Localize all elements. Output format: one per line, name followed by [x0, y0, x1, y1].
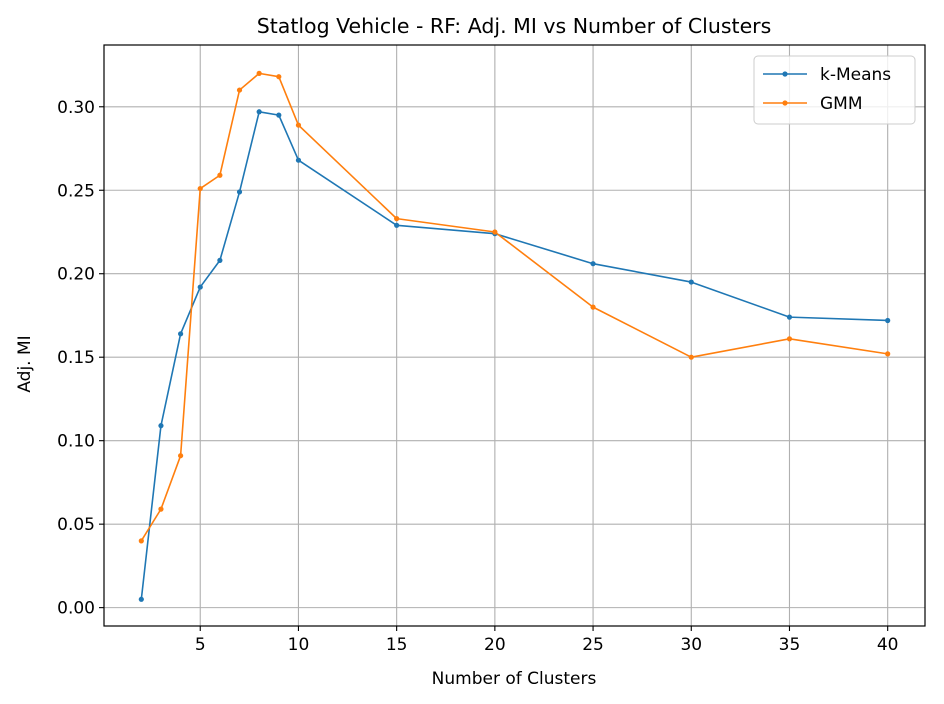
- data-point-gmm: [158, 506, 164, 512]
- data-point-k-means: [217, 257, 223, 263]
- data-point-k-means: [394, 222, 400, 228]
- data-point-k-means: [256, 109, 262, 115]
- data-point-gmm: [590, 304, 596, 310]
- data-point-gmm: [276, 74, 282, 80]
- data-point-gmm: [256, 70, 262, 76]
- plot-frame: [103, 44, 926, 627]
- y-axis: 0.00 0.05 0.10 0.15 0.20 0.25 0.30: [57, 98, 104, 619]
- y-tick-label: 0.00: [57, 599, 95, 619]
- data-point-gmm: [217, 172, 223, 178]
- data-point-k-means: [158, 423, 164, 429]
- data-point-k-means: [590, 261, 596, 267]
- x-tick-label: 25: [582, 635, 604, 655]
- legend-label-gmm: GMM: [820, 94, 863, 114]
- y-tick-label: 0.25: [57, 181, 95, 201]
- data-point-k-means: [138, 596, 144, 602]
- y-tick-label: 0.10: [57, 432, 95, 452]
- legend-box: [753, 55, 916, 125]
- x-tick-label: 10: [288, 635, 310, 655]
- grid: [104, 45, 925, 626]
- data-point-k-means: [885, 317, 891, 324]
- data-point-gmm: [688, 354, 694, 360]
- data-point-k-means: [178, 331, 184, 337]
- legend-marker-k-means: [782, 71, 788, 77]
- x-tick-label: 30: [680, 635, 702, 655]
- data-point-k-means: [276, 112, 282, 118]
- data-point-k-means: [786, 314, 793, 320]
- x-tick-label: 5: [195, 635, 206, 655]
- chart-title: Statlog Vehicle - RF: Adj. MI vs Number …: [257, 14, 772, 38]
- data-point-k-means: [236, 189, 243, 195]
- data-point-k-means: [197, 284, 203, 290]
- data-point-gmm: [236, 87, 243, 93]
- data-point-gmm: [295, 122, 302, 128]
- data-point-gmm: [394, 216, 400, 222]
- data-point-gmm: [885, 351, 891, 357]
- data-point-k-means: [295, 157, 302, 163]
- data-point-gmm: [178, 453, 184, 459]
- x-tick-label: 20: [484, 635, 506, 655]
- plot-series: [138, 70, 891, 602]
- data-point-gmm: [492, 229, 498, 235]
- y-tick-label: 0.05: [57, 515, 95, 535]
- legend-label-k-means: k-Means: [820, 65, 891, 85]
- x-tick-label: 35: [779, 635, 801, 655]
- data-point-gmm: [138, 538, 144, 544]
- legend-marker-gmm: [782, 100, 788, 106]
- y-tick-label: 0.30: [57, 98, 95, 118]
- y-axis-label: Adj. MI: [15, 335, 35, 392]
- data-point-gmm: [786, 336, 793, 342]
- y-tick-label: 0.15: [57, 348, 95, 368]
- data-point-gmm: [197, 185, 203, 192]
- x-axis-label: Number of Clusters: [432, 669, 597, 689]
- data-point-k-means: [688, 279, 694, 285]
- x-tick-label: 15: [386, 635, 408, 655]
- x-axis: 5 10 15 20 25 30 35 40: [195, 626, 899, 655]
- x-tick-label: 40: [877, 635, 899, 655]
- legend: k-Means GMM: [753, 55, 916, 125]
- y-tick-label: 0.20: [57, 265, 95, 285]
